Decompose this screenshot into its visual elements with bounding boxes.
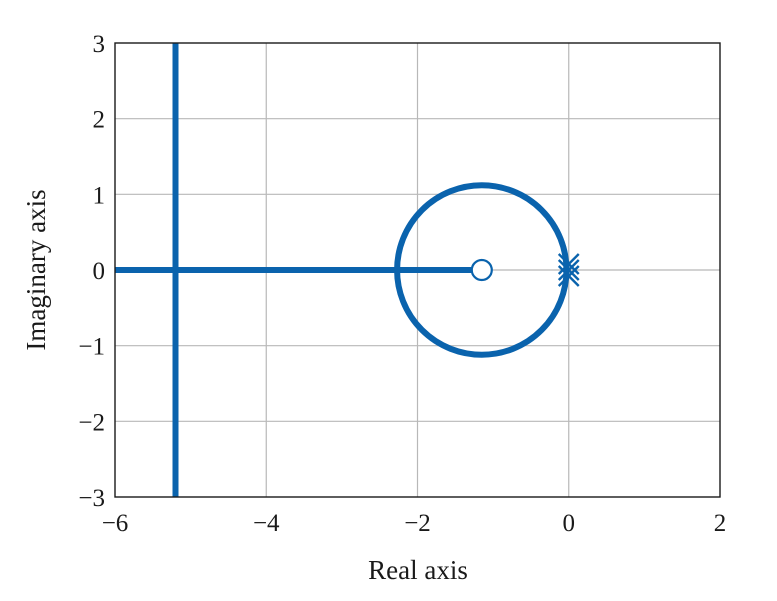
y-axis-label: Imaginary axis	[21, 189, 51, 350]
y-tick-labels: −3 −2 −1 0 1 2 3	[78, 31, 105, 512]
x-tick-label: 0	[563, 510, 576, 537]
plot-frame	[114, 42, 721, 498]
x-tick-label: −6	[102, 510, 129, 537]
zero-marker	[470, 258, 493, 282]
x-axis-label: Real axis	[368, 555, 468, 585]
y-tick-label: −3	[78, 485, 105, 512]
x-tick-labels: −6 −4 −2 0 2	[102, 510, 727, 537]
root-locus	[115, 43, 570, 497]
pole-marker	[557, 259, 580, 281]
x-tick-label: 2	[714, 510, 727, 537]
x-tick-label: −2	[404, 510, 431, 537]
pole-zero-markers	[470, 253, 580, 287]
y-tick-label: −1	[78, 334, 105, 361]
y-tick-label: 1	[93, 182, 106, 209]
y-tick-label: −2	[78, 409, 105, 436]
pole-marker	[557, 265, 580, 287]
y-tick-label: 2	[93, 107, 106, 134]
x-tick-label: −4	[253, 510, 280, 537]
y-tick-label: 0	[93, 258, 106, 285]
y-tick-label: 3	[93, 31, 106, 58]
locus-circle	[394, 182, 570, 358]
